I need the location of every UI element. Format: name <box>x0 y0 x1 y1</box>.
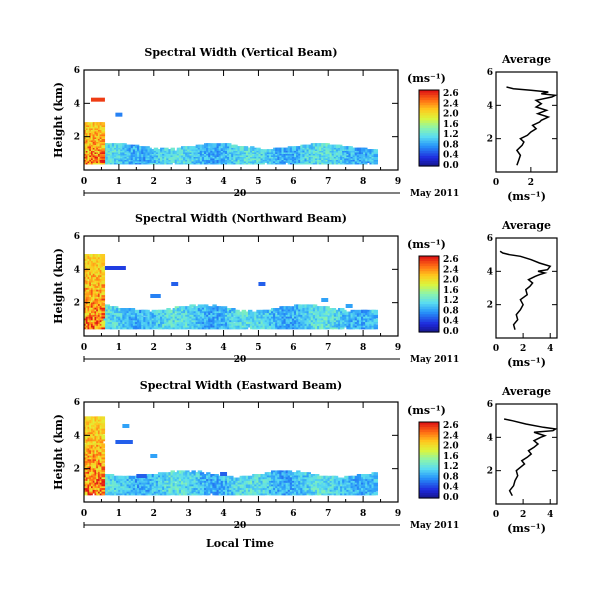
heatmap-cell <box>212 143 216 146</box>
heatmap-cell <box>275 308 279 311</box>
heatmap-patch <box>91 98 105 102</box>
heatmap-cell <box>374 324 378 327</box>
heatmap-patch <box>258 282 265 286</box>
colorbar-tick-label: 0.0 <box>443 161 459 171</box>
heatmap-cell <box>374 149 378 152</box>
x-tick-label: 4 <box>220 177 226 187</box>
y-tick-label: 4 <box>74 99 80 109</box>
colorbar-tick-label: 2.0 <box>443 110 459 120</box>
panel-title: Spectral Width (Vertical Beam) <box>144 46 337 59</box>
heatmap-cell <box>120 476 124 479</box>
date-label: May 2011 <box>410 355 459 365</box>
heatmap-cell <box>208 143 212 146</box>
x-tick-label: 7 <box>325 177 331 187</box>
colorbar-tick-label: 2.4 <box>443 99 459 109</box>
heatmap-cell <box>227 143 231 146</box>
heatmap-patch <box>346 304 353 308</box>
x-tick-label: 7 <box>325 343 331 353</box>
x-tick-label: 1 <box>116 343 122 353</box>
x-tick-label: 9 <box>395 177 401 187</box>
heatmap-cell <box>355 310 359 313</box>
heatmap-cell <box>101 254 105 257</box>
colorbar-tick-label: 0.4 <box>443 317 459 327</box>
heatmap-cell <box>145 310 149 313</box>
x-tick-label: 3 <box>186 343 192 353</box>
heatmap-cell <box>101 303 105 306</box>
x-tick-label: 6 <box>290 177 296 187</box>
colorbar-units: (ms⁻¹) <box>407 72 446 85</box>
date-axis-day: 20 <box>234 355 247 365</box>
x-tick-label: 8 <box>360 177 366 187</box>
heatmap-patch <box>150 294 160 298</box>
panel-title: Spectral Width (Northward Beam) <box>135 212 347 225</box>
colorbar-tick-label: 0.0 <box>443 327 459 337</box>
x-tick-label: 1 <box>116 177 122 187</box>
heatmap-cell <box>374 310 378 313</box>
colorbar-tick-label: 2.0 <box>443 276 459 286</box>
colorbar-tick-label: 1.6 <box>443 120 459 130</box>
colorbar-tick-label: 1.2 <box>443 296 459 306</box>
heatmap-cell <box>374 319 378 322</box>
heatmap-cell <box>171 148 175 151</box>
colorbar-tick-label: 0.8 <box>443 306 459 316</box>
colorbar-tick-label: 2.6 <box>443 255 459 265</box>
x-tick-label: 8 <box>360 343 366 353</box>
heatmap-patch <box>115 113 122 117</box>
heatmap-cell <box>374 492 378 495</box>
x-tick-label: 3 <box>186 177 192 187</box>
y-tick-label: 2 <box>74 133 80 143</box>
heatmap-cell <box>101 139 105 142</box>
date-axis-day: 20 <box>234 189 247 199</box>
y-tick-label: 4 <box>74 265 80 275</box>
heatmap-cell <box>101 267 105 270</box>
colorbar-tick-label: 0.4 <box>443 151 459 161</box>
colorbar-units: (ms⁻¹) <box>407 238 446 251</box>
colorbar-tick-label: 2.4 <box>443 265 459 275</box>
x-tick-label: 5 <box>255 177 261 187</box>
heatmap-cell <box>131 308 135 311</box>
y-axis-label: Height (km) <box>52 248 65 324</box>
y-tick-label: 6 <box>74 232 80 242</box>
x-tick-label: 0 <box>81 343 87 353</box>
x-tick-label: 2 <box>151 177 157 187</box>
x-tick-label: 0 <box>81 177 87 187</box>
date-label: May 2011 <box>410 189 459 199</box>
heatmap-patch <box>321 298 328 302</box>
x-tick-label: 6 <box>290 343 296 353</box>
heatmap-cell <box>101 160 105 163</box>
heatmap-cell <box>217 143 221 146</box>
heatmap-patch <box>105 266 126 270</box>
x-tick-label: 5 <box>255 343 261 353</box>
x-tick-label: 9 <box>395 343 401 353</box>
heatmap-cell <box>254 474 258 477</box>
colorbar-tick-label: 1.6 <box>443 286 459 296</box>
y-axis-label: Height (km) <box>52 82 65 158</box>
heatmap-cell <box>374 472 378 475</box>
colorbar-tick-label: 1.2 <box>443 130 459 140</box>
heatmap-patch <box>171 282 178 286</box>
colorbar-tick-label: 0.8 <box>443 140 459 150</box>
y-tick-label: 6 <box>74 66 80 76</box>
heatmap-cell <box>101 122 105 125</box>
colorbar-tick-label: 2.6 <box>443 89 459 99</box>
x-tick-label: 2 <box>151 343 157 353</box>
y-tick-label: 2 <box>74 299 80 309</box>
heatmap-cell <box>101 321 105 324</box>
x-tick-label: 4 <box>220 343 226 353</box>
